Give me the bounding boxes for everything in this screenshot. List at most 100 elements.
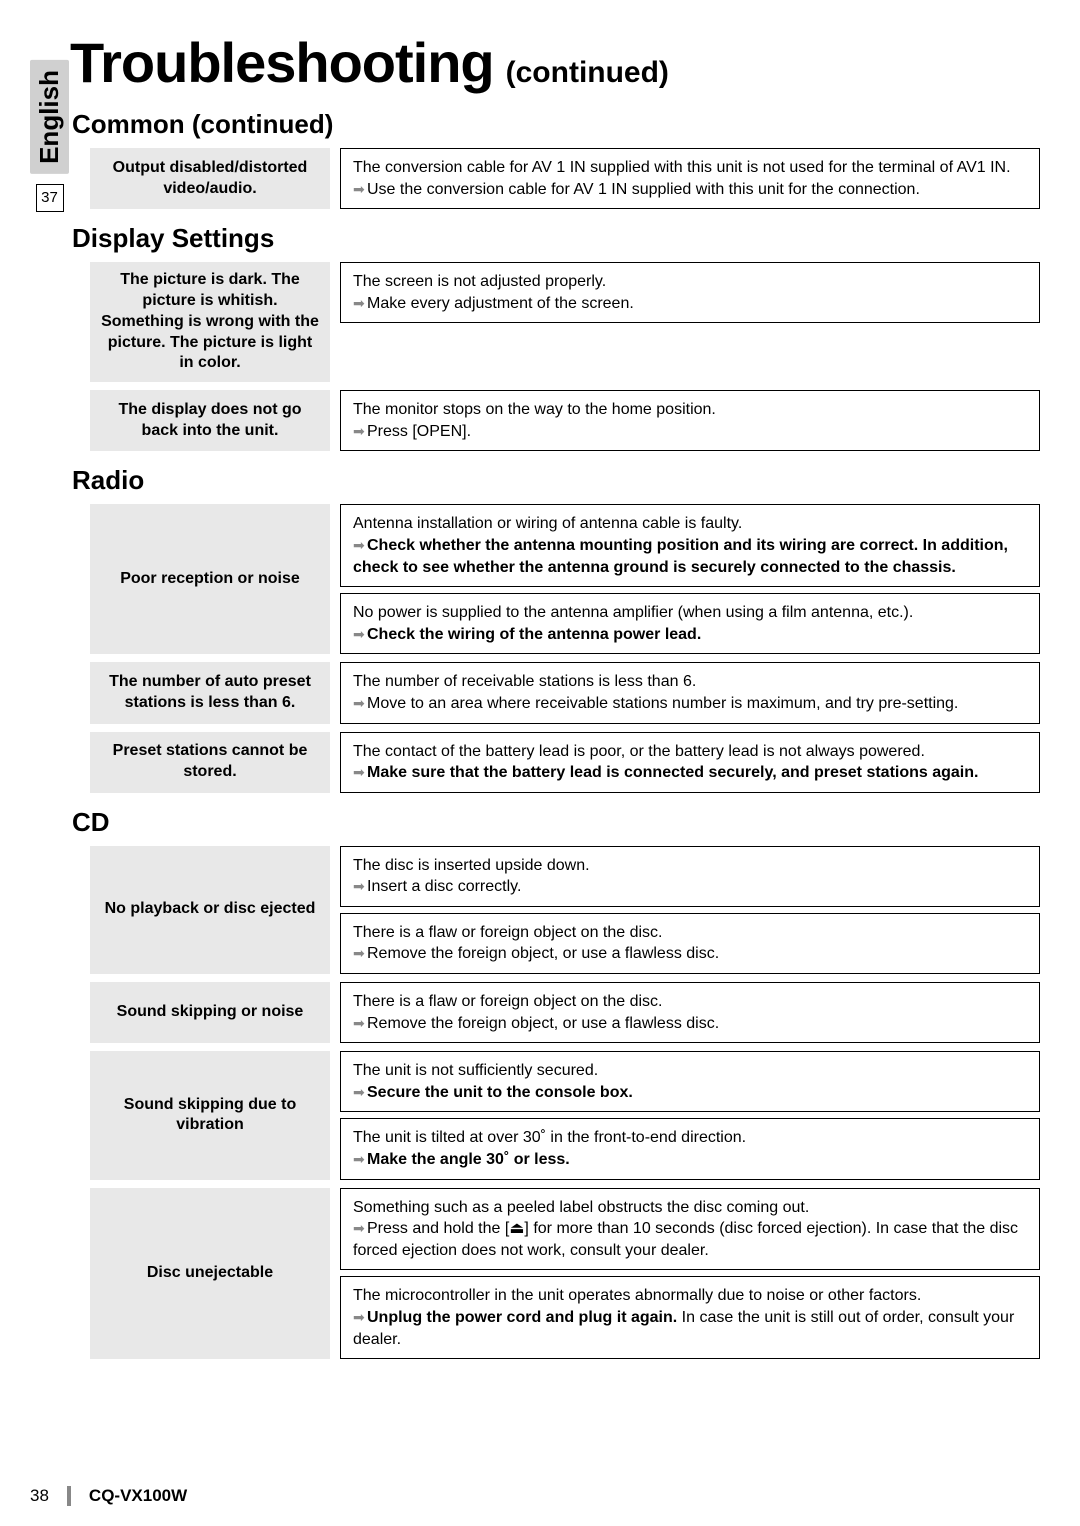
action-text: Make sure that the battery lead is conne…: [367, 764, 978, 781]
page-header: Troubleshooting (continued): [70, 30, 1040, 95]
solution-box: There is a flaw or foreign object on the…: [340, 982, 1040, 1043]
action-line: Make the angle 30˚ or less.: [353, 1149, 1027, 1171]
cause-text: The microcontroller in the unit operates…: [353, 1285, 1027, 1307]
problem-label: Sound skipping or noise: [90, 982, 330, 1043]
action-text: Secure the unit to the console box.: [367, 1084, 633, 1101]
cause-text: The number of receivable stations is les…: [353, 671, 1027, 693]
action-line: Press [OPEN].: [353, 421, 1027, 443]
action-line: Remove the foreign object, or use a flaw…: [353, 1013, 1027, 1035]
trouble-row: The number of auto preset stations is le…: [90, 662, 1040, 723]
sidebar: English 37: [30, 60, 69, 212]
problem-label: Disc unejectable: [90, 1188, 330, 1360]
problem-label: Preset stations cannot be stored.: [90, 732, 330, 793]
trouble-row: Sound skipping or noise There is a flaw o…: [90, 982, 1040, 1043]
cause-text: There is a flaw or foreign object on the…: [353, 991, 1027, 1013]
solution-box: The screen is not adjusted properly.Make…: [340, 262, 1040, 323]
action-text: Check the wiring of the antenna power le…: [367, 626, 701, 643]
action-text: Press and hold the [⏏] for more than 10 …: [353, 1220, 1018, 1259]
section-title: Common (continued): [72, 109, 1040, 140]
cause-text: There is a flaw or foreign object on the…: [353, 922, 1027, 944]
action-line: Make sure that the battery lead is conne…: [353, 762, 1027, 784]
cause-text: The conversion cable for AV 1 IN supplie…: [353, 157, 1027, 179]
arrow-icon: [353, 1218, 367, 1240]
cause-text: The monitor stops on the way to the home…: [353, 399, 1027, 421]
trouble-row: The display does not go back into the un…: [90, 390, 1040, 451]
solutions-group: The number of receivable stations is les…: [340, 662, 1040, 723]
action-text: Press [OPEN].: [367, 423, 471, 440]
solution-box: The conversion cable for AV 1 IN supplie…: [340, 148, 1040, 209]
solutions-group: There is a flaw or foreign object on the…: [340, 982, 1040, 1043]
arrow-icon: [353, 293, 367, 315]
solutions-group: The contact of the battery lead is poor,…: [340, 732, 1040, 793]
arrow-icon: [353, 1082, 367, 1104]
arrow-icon: [353, 624, 367, 646]
cause-text: The disc is inserted upside down.: [353, 855, 1027, 877]
arrow-icon: [353, 179, 367, 201]
cause-text: The contact of the battery lead is poor,…: [353, 741, 1027, 763]
section-title: Radio: [72, 465, 1040, 496]
solutions-group: The unit is not sufficiently secured. Sec…: [340, 1051, 1040, 1179]
footer-page-number: 38: [30, 1486, 49, 1506]
solutions-group: Something such as a peeled label obstruc…: [340, 1188, 1040, 1360]
solutions-group: Antenna installation or wiring of antenn…: [340, 504, 1040, 654]
action-line: Secure the unit to the console box.: [353, 1082, 1027, 1104]
solution-box: The unit is tilted at over 30˚ in the fr…: [340, 1118, 1040, 1179]
cause-text: The unit is not sufficiently secured.: [353, 1060, 1027, 1082]
trouble-row: Poor reception or noise Antenna installat…: [90, 504, 1040, 654]
problem-label: No playback or disc ejected: [90, 846, 330, 974]
solution-box: Antenna installation or wiring of antenn…: [340, 504, 1040, 587]
section-title: CD: [72, 807, 1040, 838]
trouble-row: Sound skipping due to vibrationThe unit …: [90, 1051, 1040, 1179]
footer: 38 CQ-VX100W: [30, 1486, 187, 1506]
arrow-icon: [353, 693, 367, 715]
problem-label: The number of auto preset stations is le…: [90, 662, 330, 723]
problem-label: Poor reception or noise: [90, 504, 330, 654]
solution-box: Something such as a peeled label obstruc…: [340, 1188, 1040, 1271]
action-line: Insert a disc correctly.: [353, 876, 1027, 898]
solutions-group: The monitor stops on the way to the home…: [340, 390, 1040, 451]
action-text: Check whether the antenna mounting posit…: [353, 537, 1008, 576]
section-title: Display Settings: [72, 223, 1040, 254]
solutions-group: The screen is not adjusted properly.Make…: [340, 262, 1040, 382]
footer-divider: [67, 1486, 71, 1506]
arrow-icon: [353, 943, 367, 965]
solution-box: The monitor stops on the way to the home…: [340, 390, 1040, 451]
action-line: Use the conversion cable for AV 1 IN sup…: [353, 179, 1027, 201]
arrow-icon: [353, 876, 367, 898]
solution-box: No power is supplied to the antenna ampl…: [340, 593, 1040, 654]
side-page-number: 37: [36, 184, 64, 212]
action-text: Use the conversion cable for AV 1 IN sup…: [367, 181, 920, 198]
cause-text: The unit is tilted at over 30˚ in the fr…: [353, 1127, 1027, 1149]
continued-label: (continued): [506, 56, 669, 90]
action-line: Unplug the power cord and plug it again.…: [353, 1307, 1027, 1350]
arrow-icon: [353, 535, 367, 557]
trouble-row: The picture is dark. The picture is whit…: [90, 262, 1040, 382]
arrow-icon: [353, 1149, 367, 1171]
action-line: Check the wiring of the antenna power le…: [353, 624, 1027, 646]
arrow-icon: [353, 1013, 367, 1035]
cause-text: No power is supplied to the antenna ampl…: [353, 602, 1027, 624]
action-text: Remove the foreign object, or use a flaw…: [367, 945, 719, 962]
trouble-row: Disc unejectableSomething such as a peel…: [90, 1188, 1040, 1360]
action-line: Move to an area where receivable station…: [353, 693, 1027, 715]
solution-box: The unit is not sufficiently secured. Sec…: [340, 1051, 1040, 1112]
problem-label: The display does not go back into the un…: [90, 390, 330, 451]
main-title: Troubleshooting: [70, 30, 494, 95]
solution-box: The number of receivable stations is les…: [340, 662, 1040, 723]
action-line: Make every adjustment of the screen.: [353, 293, 1027, 315]
trouble-row: No playback or disc ejectedThe disc is i…: [90, 846, 1040, 974]
action-text: Insert a disc correctly.: [367, 878, 521, 895]
problem-label: The picture is dark. The picture is whit…: [90, 262, 330, 382]
action-text: Remove the foreign object, or use a flaw…: [367, 1015, 719, 1032]
action-text: Move to an area where receivable station…: [367, 695, 958, 712]
cause-text: The screen is not adjusted properly.: [353, 271, 1027, 293]
solution-box: The contact of the battery lead is poor,…: [340, 732, 1040, 793]
action-line: Remove the foreign object, or use a flaw…: [353, 943, 1027, 965]
arrow-icon: [353, 421, 367, 443]
solution-box: The disc is inserted upside down.Insert …: [340, 846, 1040, 907]
cause-text: Antenna installation or wiring of antenn…: [353, 513, 1027, 535]
solution-box: There is a flaw or foreign object on the…: [340, 913, 1040, 974]
arrow-icon: [353, 1307, 367, 1329]
footer-model: CQ-VX100W: [89, 1486, 187, 1506]
language-tab: English: [30, 60, 69, 174]
